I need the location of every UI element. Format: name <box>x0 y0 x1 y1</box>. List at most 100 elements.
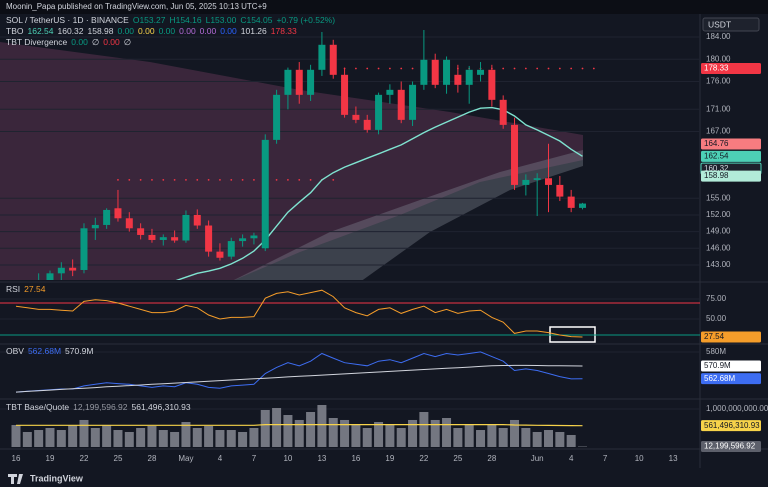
candle-body <box>329 44 337 75</box>
x-tick-label: 22 <box>80 454 89 463</box>
candle-body <box>216 251 224 258</box>
candle-body <box>284 69 292 95</box>
candle-body <box>159 237 167 240</box>
volume-bar <box>56 430 66 447</box>
indicator-name: TBT Divergence <box>6 37 68 47</box>
price-label-box <box>701 420 761 432</box>
pane-plot <box>38 30 595 280</box>
volume-bar <box>328 418 338 447</box>
level-dot <box>309 179 312 181</box>
y-tick-label: 50.00 <box>706 314 727 323</box>
level-dot <box>275 179 278 181</box>
price-label-box <box>701 150 761 162</box>
x-tick-label: 22 <box>419 454 428 463</box>
volume-bar <box>476 430 486 447</box>
currency-box[interactable] <box>702 17 760 32</box>
resistance-dot <box>411 67 414 70</box>
indicator-line <box>15 351 583 393</box>
resistance-dot <box>547 67 550 70</box>
level-dot <box>117 179 119 181</box>
indicator-value: 0.00 <box>103 37 120 47</box>
volume-bar <box>408 419 418 447</box>
level-dot <box>219 179 221 181</box>
candle-body <box>545 178 553 185</box>
volume-bar <box>272 408 282 447</box>
candle-body <box>477 69 485 75</box>
level-dot <box>230 179 233 181</box>
volume-bar <box>102 424 112 447</box>
volume-bar <box>11 424 21 447</box>
candle-body <box>46 273 54 280</box>
volume-bar <box>45 427 55 447</box>
volume-bar <box>317 405 327 447</box>
volume-bar <box>68 424 78 447</box>
price-label-box <box>701 138 761 150</box>
x-tick-label: 28 <box>148 454 157 463</box>
indicator-value: 0.00 <box>200 26 217 36</box>
indicator-line <box>15 364 583 393</box>
volume-bar <box>136 427 146 447</box>
volume-bar <box>362 427 372 447</box>
volume-bar <box>396 427 406 447</box>
indicator-line <box>15 289 583 338</box>
brand-logo <box>8 474 23 484</box>
x-tick-label: 16 <box>12 454 21 463</box>
x-tick-label: 16 <box>351 454 360 463</box>
x-tick-label: 4 <box>569 454 574 463</box>
candle-body <box>193 214 201 226</box>
resistance-dot <box>536 67 539 70</box>
level-dot <box>196 179 199 181</box>
y-tick-label: 149.00 <box>706 227 731 236</box>
candle-body <box>182 214 190 241</box>
x-tick-label: Jun <box>531 454 544 463</box>
legend-row: TBO 162.54 160.32 158.98 0.00 0.00 0.00 0.00 0.0… <box>6 26 297 36</box>
volume-bar <box>544 430 554 447</box>
price-label: 164.76 <box>704 139 729 148</box>
price-label: 158.98 <box>704 171 729 180</box>
candle-body <box>499 99 507 125</box>
level-dot <box>253 179 255 181</box>
pane-title: TBT Base/Quote <box>6 402 69 412</box>
resistance-dot <box>366 67 369 70</box>
price-label: 160.32 <box>704 164 729 173</box>
ohlc-value: +0.79 (+0.52%) <box>276 15 335 25</box>
candle-body <box>431 59 439 85</box>
price-label-box <box>701 63 761 75</box>
x-tick-label: 13 <box>317 454 326 463</box>
symbol: SOL / TetherUS · 1D · BINANCE <box>6 15 129 25</box>
resistance-dot <box>570 67 573 70</box>
candle-body <box>148 234 156 240</box>
volume-bar <box>306 411 316 447</box>
volume-bar <box>555 431 565 447</box>
indicator-line <box>16 424 583 427</box>
ohlc-value: C154.05 <box>240 15 272 25</box>
pane-value: 27.54 <box>24 284 46 294</box>
currency: USDT <box>708 19 731 29</box>
candle-body <box>488 69 496 100</box>
legend-row: SOL / TetherUS · 1D · BINANCE O153.27 H154… <box>6 15 335 25</box>
legend-row: TBT Divergence 0.00 ∅ 0.00 ∅ <box>6 37 132 47</box>
candle-body <box>522 179 530 185</box>
resistance-dot <box>377 67 380 70</box>
volume-bar <box>226 430 236 447</box>
volume-bar <box>204 425 214 447</box>
pane-value: 561,496,310.93 <box>132 402 191 412</box>
price-label: 178.33 <box>704 64 729 73</box>
candle-body <box>205 225 213 252</box>
price-axis: 1,000,000,000.00 561,496,310.93 12,199,596… <box>701 404 768 453</box>
candle-body <box>318 44 326 70</box>
y-tick-label: 184.00 <box>706 32 731 41</box>
candle-body <box>261 139 269 249</box>
x-tick-label: 13 <box>669 454 678 463</box>
y-tick-label: 171.00 <box>706 104 731 113</box>
candle-body <box>409 84 417 120</box>
volume-bar <box>238 431 248 447</box>
pane-plot <box>15 351 583 393</box>
level-dot <box>298 179 301 181</box>
resistance-dot <box>592 67 595 70</box>
indicator-value: 162.54 <box>27 26 53 36</box>
volume-bar <box>147 425 157 447</box>
pane-grid <box>0 298 700 320</box>
